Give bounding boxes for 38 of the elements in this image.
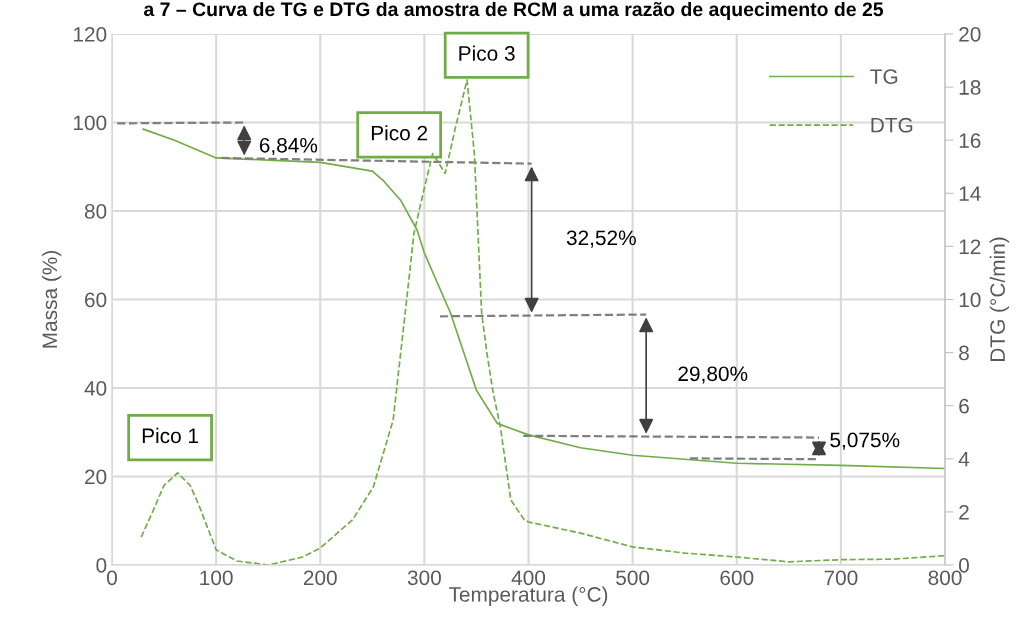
y-axis-title: Massa (%)	[41, 251, 62, 348]
y2-tick-label: 18	[959, 80, 981, 95]
x-tick-label: 200	[303, 570, 337, 586]
y2-tick-label: 6	[959, 398, 969, 414]
y-tick-label: 0	[96, 558, 107, 573]
y2-axis-title: DTG (°C/min)	[989, 237, 1010, 361]
y-tick-label: 40	[84, 381, 107, 396]
y2-tick-label: 12	[959, 239, 981, 254]
x-tick-label: 100	[200, 570, 233, 586]
y2-tick-label: 20	[959, 27, 981, 42]
y2-tick-label: 4	[958, 452, 970, 467]
annotation: 5,075%	[830, 432, 900, 450]
y-tick-label: 80	[84, 204, 107, 219]
x-tick-label: 500	[616, 570, 650, 586]
x-tick-label: 600	[720, 570, 754, 586]
x-tick-label: 300	[407, 570, 441, 586]
y-tick-label: 20	[85, 469, 107, 485]
annotation: Pico 3	[459, 45, 515, 61]
y-tick-label: 120	[73, 27, 107, 42]
x-tick-label: 400	[511, 570, 546, 586]
y2-tick-label: 10	[959, 292, 981, 308]
annotation: 32,52%	[566, 230, 636, 248]
y2-tick-label: 8	[959, 345, 969, 361]
annotation: Pico 1	[142, 427, 199, 444]
annotation: 6,84%	[259, 137, 318, 156]
annotation: 29,80%	[678, 366, 748, 384]
annotation: Pico 2	[371, 125, 428, 141]
legend-label: DTG	[871, 117, 913, 133]
chart-title: a 7 – Curva de TG e DTG da amostra de RCM a uma razão de aquecimento de 25	[143, 1, 884, 21]
y-tick-label: 100	[73, 115, 107, 131]
legend-label: TG	[870, 69, 898, 84]
x-axis-title: Temperatura (°C)	[448, 586, 608, 606]
y2-tick-label: 14	[959, 186, 981, 201]
y2-tick-label: 16	[959, 133, 981, 148]
x-tick-label: 0	[107, 570, 117, 586]
y-tick-label: 60	[85, 292, 107, 308]
x-tick-label: 700	[824, 570, 858, 586]
y2-tick-label: 2	[959, 504, 969, 520]
